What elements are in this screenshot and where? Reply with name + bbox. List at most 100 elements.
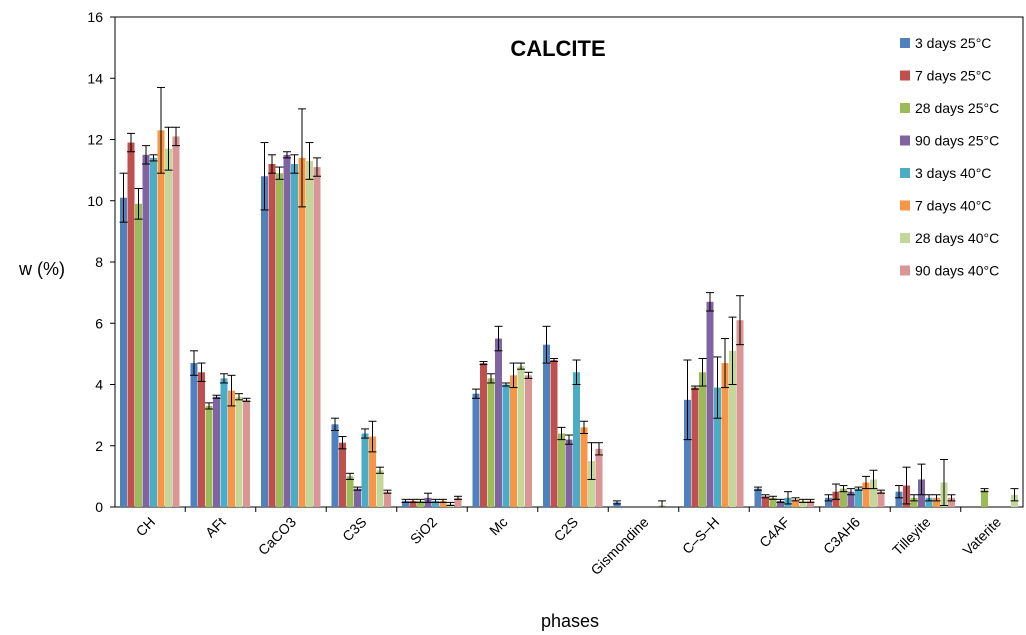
y-tick-label: 12 [87,132,103,148]
x-tick-label: AFt [202,514,229,541]
bar [754,488,762,507]
x-axis-title: phases [541,611,599,631]
x-tick-label: C3AH6 [820,514,863,557]
bar [361,433,369,507]
bar [120,197,127,507]
bar [243,399,250,507]
bar [684,399,691,507]
bar [729,350,736,507]
bar [276,173,283,507]
bar [409,500,417,507]
bar [981,490,988,507]
bar [402,500,409,507]
bar [331,424,339,507]
bar [517,366,525,507]
bar [862,482,870,507]
x-axis-ticks: CH AFt CaCO3 C3S SiO2 Mc C2S Gismondine C–S–H C4A… [132,507,1004,578]
bar [283,154,291,507]
bar [840,488,847,507]
bar [228,390,235,507]
y-tick-label: 10 [87,193,103,209]
bar [807,500,814,507]
bar [877,491,885,507]
bar [565,439,573,507]
legend-label: 7 days 25°C [915,68,991,84]
bar [198,372,205,507]
bar [691,387,699,507]
bar [291,164,298,507]
bar [847,491,855,507]
x-tick-label: CH [132,514,158,540]
legend-label: 90 days 40°C [915,263,999,279]
legend-label: 28 days 40°C [915,230,999,246]
bar [384,491,391,507]
legend-label: 28 days 25°C [915,100,999,116]
x-tick-label: SiO2 [407,514,440,547]
y-tick-label: 6 [95,315,103,331]
bar [721,363,729,507]
bar [339,442,346,507]
legend-label: 3 days 25°C [915,35,991,51]
bar [432,500,439,507]
bar [487,378,495,507]
x-tick-label: Tilleyite [889,514,934,559]
bar [165,148,172,507]
y-axis-ticks: 0 2 4 6 8 10 12 14 16 [87,9,115,515]
y-axis-title: w (%) [18,259,65,279]
bar [454,497,462,507]
legend-label: 90 days 25°C [915,133,999,149]
bar [480,363,487,507]
error-bars-group [119,86,1019,508]
bar [472,393,480,507]
bar [799,500,807,507]
x-tick-label: Gismondine [587,514,651,578]
bar [792,499,799,507]
bar [150,157,157,507]
bar [714,387,721,507]
legend-swatch [900,103,910,113]
x-tick-label: C–S–H [679,514,722,557]
y-tick-label: 2 [95,438,103,454]
x-tick-label: C3S [339,514,370,545]
bar [769,497,777,507]
bar [870,479,877,507]
bar [595,448,603,507]
legend-swatch [900,70,910,81]
bar [855,488,862,507]
bar [699,372,706,507]
bar [525,375,532,507]
bar [550,360,558,507]
bar [261,176,268,507]
legend-swatch [900,233,910,243]
bar [135,203,142,507]
bar [220,378,228,507]
x-tick-label: C4AF [756,514,793,551]
bar [925,497,933,507]
bar [543,344,550,507]
bar [502,384,510,507]
bar [157,130,165,507]
legend-swatch [900,168,910,178]
plot-frame [114,16,1024,508]
bar [588,461,595,507]
bar [235,396,243,507]
bar [510,375,517,507]
bar [369,436,376,507]
x-tick-label: Mc [486,514,511,539]
legend-label: 7 days 40°C [915,198,991,214]
bar [573,372,580,507]
bar [417,500,424,507]
bar [736,320,744,507]
bar [313,167,321,507]
bar [762,496,769,507]
bar [346,476,354,507]
chart-title: CALCITE [510,36,605,61]
bar [580,427,588,507]
legend-swatch [900,38,910,48]
legend-label: 3 days 40°C [915,165,991,181]
bar [439,500,447,507]
y-tick-label: 16 [87,9,103,25]
bar [190,363,198,507]
bar [825,497,832,507]
